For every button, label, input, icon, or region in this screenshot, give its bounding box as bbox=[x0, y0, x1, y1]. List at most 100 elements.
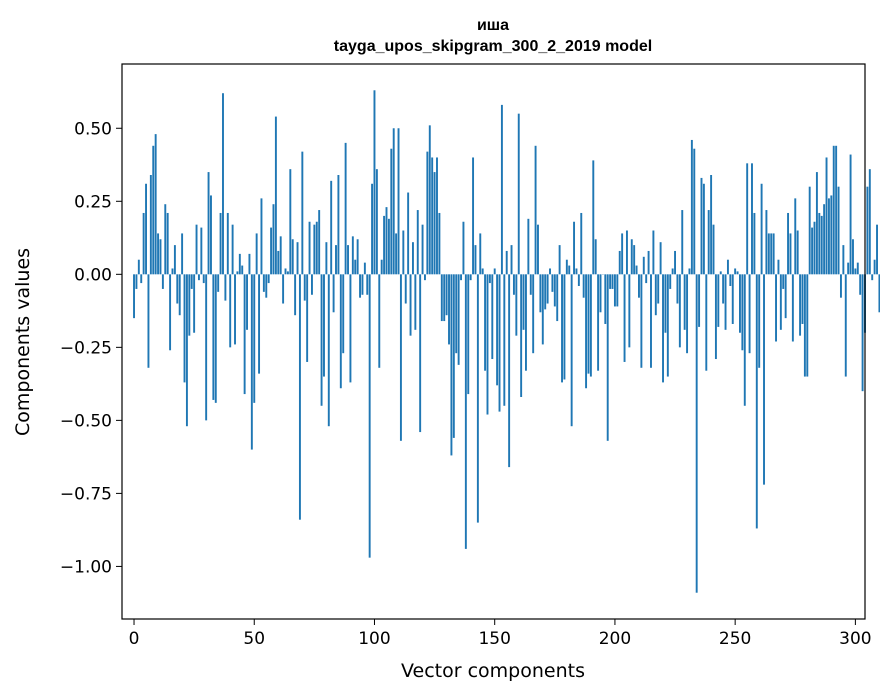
bar bbox=[243, 274, 246, 395]
bar bbox=[173, 245, 176, 275]
bar bbox=[265, 274, 268, 298]
bar bbox=[250, 274, 253, 450]
bar bbox=[690, 139, 693, 275]
bar bbox=[428, 125, 431, 275]
bar bbox=[758, 274, 761, 368]
bar bbox=[512, 274, 515, 295]
bar bbox=[606, 274, 609, 441]
bar bbox=[296, 242, 299, 275]
bar bbox=[248, 253, 251, 275]
bar bbox=[409, 274, 412, 336]
bar bbox=[356, 239, 359, 275]
bar bbox=[717, 274, 720, 327]
y-tick-label: 0.00 bbox=[74, 265, 112, 285]
bar bbox=[397, 128, 400, 275]
bar bbox=[481, 268, 484, 275]
bar bbox=[279, 236, 282, 275]
bar bbox=[565, 259, 568, 275]
bar bbox=[789, 233, 792, 275]
bar bbox=[308, 221, 311, 275]
bar bbox=[161, 274, 164, 289]
bar bbox=[815, 172, 818, 275]
bar bbox=[433, 172, 436, 275]
bar bbox=[440, 274, 443, 322]
bar bbox=[197, 274, 200, 281]
bar bbox=[784, 274, 787, 319]
bar bbox=[702, 183, 705, 275]
bar bbox=[541, 274, 544, 345]
bar bbox=[791, 274, 794, 342]
bar bbox=[205, 274, 208, 421]
bar bbox=[585, 274, 588, 389]
bar bbox=[368, 274, 371, 558]
x-tick-label: 100 bbox=[358, 629, 390, 649]
bar bbox=[818, 212, 821, 275]
bar bbox=[635, 265, 638, 275]
bar bbox=[335, 245, 337, 275]
bar bbox=[719, 271, 722, 275]
bar bbox=[505, 250, 508, 275]
bar bbox=[361, 274, 364, 295]
bar bbox=[157, 233, 160, 275]
bar bbox=[202, 274, 205, 284]
bars-group bbox=[133, 90, 880, 593]
bar bbox=[222, 93, 224, 275]
bar bbox=[445, 274, 448, 316]
bar bbox=[630, 239, 633, 275]
bar bbox=[712, 224, 715, 275]
bar bbox=[315, 221, 318, 275]
bar bbox=[431, 157, 434, 275]
bar bbox=[399, 274, 402, 441]
bar bbox=[274, 116, 277, 275]
bar bbox=[318, 210, 321, 275]
bar bbox=[207, 172, 210, 275]
bar bbox=[871, 274, 874, 281]
x-axis-label: Vector components bbox=[401, 660, 585, 682]
bar bbox=[876, 224, 878, 275]
bar bbox=[476, 274, 479, 523]
bar bbox=[618, 250, 621, 275]
bar bbox=[770, 233, 773, 275]
bar bbox=[866, 186, 869, 275]
bar bbox=[587, 274, 590, 374]
bar bbox=[210, 195, 212, 275]
bar bbox=[825, 157, 828, 275]
bar bbox=[181, 233, 184, 275]
bar bbox=[488, 274, 491, 284]
bar bbox=[796, 230, 799, 275]
bar bbox=[200, 227, 203, 275]
bar bbox=[859, 274, 862, 295]
bar bbox=[313, 224, 316, 275]
bar bbox=[837, 186, 840, 275]
bar bbox=[416, 210, 419, 275]
bar bbox=[347, 245, 349, 275]
bar bbox=[597, 274, 600, 371]
bar bbox=[190, 274, 193, 289]
chart-title: иша bbox=[477, 17, 509, 34]
bar bbox=[640, 274, 643, 368]
bar bbox=[760, 183, 763, 275]
bar bbox=[736, 271, 739, 275]
bar bbox=[171, 268, 174, 275]
bar bbox=[787, 212, 790, 275]
bar bbox=[457, 274, 460, 365]
bar bbox=[407, 192, 410, 275]
bar bbox=[258, 274, 261, 374]
bar bbox=[140, 274, 143, 284]
bar bbox=[270, 227, 273, 275]
bar bbox=[253, 274, 256, 403]
bar bbox=[450, 274, 453, 456]
bar bbox=[811, 227, 814, 275]
bar bbox=[700, 177, 703, 275]
bar bbox=[260, 198, 263, 275]
bar bbox=[861, 274, 864, 392]
bar bbox=[678, 274, 681, 348]
bar bbox=[145, 183, 147, 275]
bar bbox=[226, 212, 229, 275]
plot-frame bbox=[121, 63, 866, 620]
bar bbox=[568, 265, 571, 275]
bar bbox=[844, 274, 847, 377]
bar bbox=[839, 274, 842, 298]
bar bbox=[164, 204, 167, 275]
